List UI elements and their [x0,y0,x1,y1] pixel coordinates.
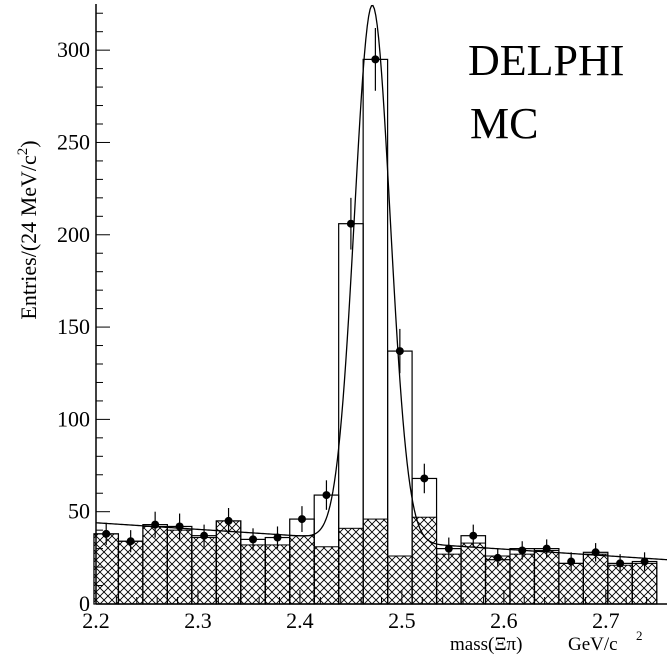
hatched-bar [289,535,315,605]
y-axis-label-main: Entries/(24 MeV/c [16,155,41,320]
data-point [175,522,184,531]
x-axis-unit: GeV/c [568,634,618,655]
data-point [151,520,160,529]
data-point [542,544,551,553]
hatched-bar [191,537,217,605]
y-axis-label: Entries/(24 MeV/c2) [15,140,41,319]
data-point [273,533,282,542]
data-point [518,546,527,555]
y-tick-label: 200 [57,222,90,247]
data-point [249,535,258,544]
x-tick-label: 2.7 [592,608,620,633]
tick-labels: 0 50 100 150 200 250 300 2.2 2.3 2.4 2.5 2.6 2.7 [57,37,620,633]
hatched-bar [362,518,389,605]
data-point [444,544,453,553]
y-tick-label: 100 [57,406,90,431]
hatched-bar [533,549,560,605]
hatched-bar [387,555,413,605]
data-point [567,557,576,566]
fit-curve [95,4,667,561]
data-point [346,219,355,228]
data-point [126,537,135,546]
data-point [469,531,478,540]
x-axis-label: mass(Ξπ) [450,634,522,655]
y-tick-label: 150 [57,314,90,339]
y-axis-label-close: ) [16,140,41,147]
data-point [640,557,649,566]
hatched-bar [582,553,609,605]
annotation-delphi: DELPHI [468,36,624,85]
fit-curve-line [95,4,667,561]
annotation-mc: MC [470,99,538,148]
data-point [395,347,404,356]
x-tick-label: 2.4 [286,608,314,633]
data-point [616,559,625,568]
hatched-bar [264,544,291,605]
hatched-bar [436,553,462,605]
data-point [420,474,429,483]
x-tick-label: 2.3 [184,608,212,633]
y-tick-label: 50 [68,499,90,524]
data-point [102,529,111,538]
y-tick-label: 250 [57,129,90,154]
axes [95,4,667,605]
x-tick-label: 2.5 [388,608,416,633]
x-axis-unit-exponent: 2 [636,628,643,643]
data-point [200,531,209,540]
x-tick-label: 2.6 [490,608,518,633]
y-tick-label: 0 [79,591,90,616]
hatched-bar [411,516,438,605]
data-point [297,515,306,524]
hatched-bar [313,546,340,605]
hatched-bar [338,527,364,605]
data-point [322,491,331,500]
data-point [224,516,233,525]
hatched-bar [142,525,168,605]
hatched-bar [460,542,487,605]
y-axis-label-exponent: 2 [15,148,31,156]
hatched-bar [240,544,266,605]
data-point [371,55,380,64]
x-tick-label: 2.2 [82,608,110,633]
data-points [102,28,649,573]
data-point [591,548,600,557]
hatched-bar [509,553,535,605]
data-point [493,553,502,562]
hatched-bar [166,529,193,605]
y-tick-label: 300 [57,37,90,62]
